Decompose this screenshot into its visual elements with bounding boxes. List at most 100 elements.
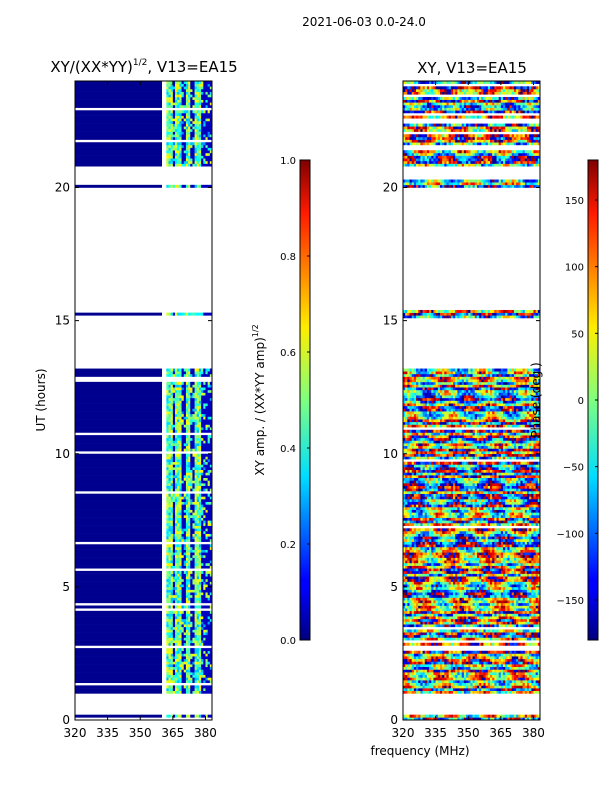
heatmap-cell xyxy=(203,613,206,617)
heatmap-cell xyxy=(526,650,530,654)
heatmap-cell xyxy=(194,642,198,646)
heatmap-cell xyxy=(201,150,204,154)
heatmap-cell xyxy=(177,155,180,159)
heatmap-cell xyxy=(170,573,174,577)
heatmap-cell xyxy=(201,421,204,425)
heatmap-cell xyxy=(209,416,213,420)
heatmap-cell xyxy=(203,616,206,620)
heatmap-cell xyxy=(168,674,171,678)
heatmap-cell xyxy=(166,115,169,119)
heatmap-cell xyxy=(418,688,421,692)
heatmap-cell xyxy=(192,605,195,609)
heatmap-cell xyxy=(175,453,178,457)
heatmap-cell xyxy=(192,672,195,676)
heatmap-cell xyxy=(448,653,452,657)
heatmap-cell xyxy=(185,115,189,119)
heatmap-cell xyxy=(203,528,206,532)
heatmap-cell xyxy=(190,552,193,556)
heatmap-cell xyxy=(75,102,162,106)
heatmap-cell xyxy=(203,392,206,396)
heatmap-cell xyxy=(450,677,454,681)
heatmap-cell xyxy=(444,621,447,625)
heatmap-cell xyxy=(201,96,204,100)
heatmap-cell xyxy=(209,632,213,636)
heatmap-cell xyxy=(203,610,206,614)
heatmap-cell xyxy=(172,525,176,529)
heatmap-cell xyxy=(166,416,169,420)
heatmap-cell xyxy=(168,501,171,505)
heatmap-cell xyxy=(470,634,473,638)
heatmap-cell xyxy=(192,570,195,574)
heatmap-cell xyxy=(190,626,193,630)
heatmap-cell xyxy=(207,83,211,87)
heatmap-cell xyxy=(201,475,204,479)
heatmap-cell xyxy=(192,499,195,502)
heatmap-cell xyxy=(505,653,508,657)
heatmap-cell xyxy=(405,661,408,665)
heatmap-cell xyxy=(203,413,206,417)
heatmap-cell xyxy=(168,384,171,388)
heatmap-cell xyxy=(190,688,193,692)
heatmap-cell xyxy=(524,616,528,620)
heatmap-cell xyxy=(179,368,182,372)
heatmap-cell xyxy=(166,464,169,468)
colorbar-tick-label: 0.2 xyxy=(280,540,296,551)
heatmap-cell xyxy=(181,381,185,385)
heatmap-cell xyxy=(205,475,208,479)
heatmap-cell xyxy=(489,682,493,686)
heatmap-cell xyxy=(446,650,449,654)
heatmap-cell xyxy=(168,650,171,654)
heatmap-cell xyxy=(75,680,162,684)
heatmap-cell xyxy=(190,624,193,628)
heatmap-cell xyxy=(453,642,456,646)
heatmap-cell xyxy=(172,557,176,561)
heatmap-cell xyxy=(461,680,465,684)
heatmap-cell xyxy=(446,690,449,694)
heatmap-cell xyxy=(190,160,193,164)
heatmap-cell xyxy=(177,629,180,633)
heatmap-cell xyxy=(205,104,208,108)
heatmap-cell xyxy=(172,112,176,116)
heatmap-cell xyxy=(474,688,478,692)
heatmap-cell xyxy=(516,650,519,654)
heatmap-cell xyxy=(474,656,478,660)
heatmap-cell xyxy=(185,488,189,492)
heatmap-cell xyxy=(168,507,171,510)
x-tick-label: 365 xyxy=(161,726,184,740)
heatmap-cell xyxy=(492,616,495,620)
heatmap-cell xyxy=(75,91,162,95)
heatmap-cell xyxy=(166,88,169,92)
heatmap-cell xyxy=(170,368,174,372)
heatmap-cell xyxy=(403,637,406,641)
heatmap-cell xyxy=(194,475,198,479)
heatmap-cell xyxy=(194,419,198,423)
heatmap-cell xyxy=(503,661,506,665)
heatmap-cell xyxy=(203,514,206,518)
heatmap-cell xyxy=(198,467,202,471)
heatmap-cell xyxy=(503,650,506,654)
heatmap-cell xyxy=(196,123,200,127)
heatmap-cell xyxy=(405,632,408,636)
heatmap-cell xyxy=(201,517,204,521)
heatmap-cell xyxy=(516,666,519,670)
heatmap-cell xyxy=(192,629,195,633)
heatmap-cell xyxy=(485,616,489,620)
heatmap-cell xyxy=(194,115,198,119)
heatmap-cell xyxy=(188,150,191,154)
heatmap-cell xyxy=(453,680,456,684)
heatmap-cell xyxy=(435,621,439,625)
heatmap-cell xyxy=(188,584,191,588)
heatmap-cell xyxy=(207,538,211,542)
heatmap-cell xyxy=(526,661,530,665)
heatmap-cell xyxy=(179,538,182,542)
heatmap-cell xyxy=(168,560,171,564)
heatmap-cell xyxy=(192,102,195,106)
heatmap-cell xyxy=(196,429,200,433)
heatmap-cell xyxy=(168,429,171,433)
heatmap-cell xyxy=(172,674,176,678)
heatmap-cell xyxy=(192,421,195,425)
heatmap-cell xyxy=(483,717,486,721)
heatmap-cell xyxy=(470,677,473,681)
heatmap-cell xyxy=(207,714,211,718)
heatmap-cell xyxy=(188,664,191,668)
